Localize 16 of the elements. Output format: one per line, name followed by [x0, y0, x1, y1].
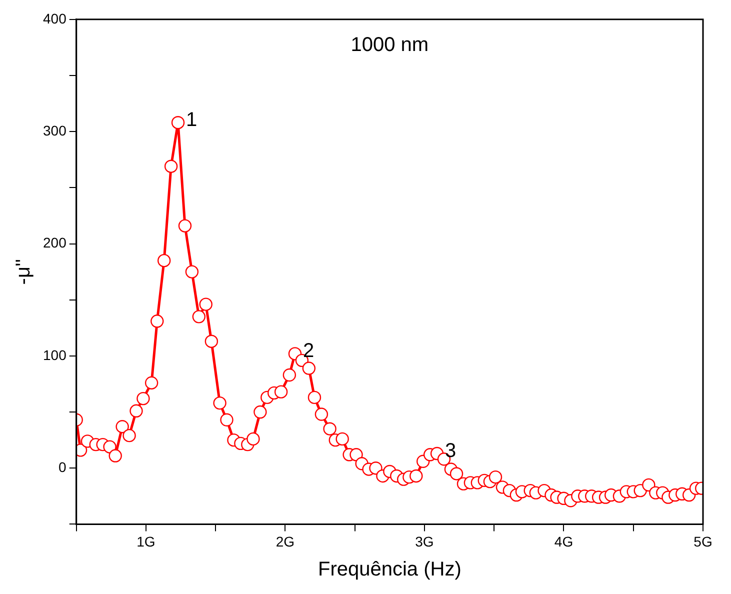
text: 1000 nm [350, 34, 429, 56]
x-tick-label: 1G [136, 533, 156, 550]
y-tick-label: 300 [43, 122, 67, 138]
y-tick-label: 0 [58, 458, 67, 475]
annotation: 3 [445, 440, 456, 462]
x-tick-label: 4G [554, 533, 574, 550]
annotation: 1 [186, 109, 198, 132]
y-tick-label: 400 [43, 10, 67, 26]
x-tick-label: 3G [415, 533, 434, 550]
y-tick-label: 100 [43, 346, 67, 363]
y-tick-label: 200 [43, 234, 67, 251]
x-axis-title: Frequência (Hz) [318, 558, 462, 581]
x-tick-label: 2G [276, 533, 295, 550]
annotation: 2 [302, 340, 314, 362]
x-tick-label: 5G [694, 533, 712, 550]
y-axis-title: -μ'' [12, 258, 35, 285]
